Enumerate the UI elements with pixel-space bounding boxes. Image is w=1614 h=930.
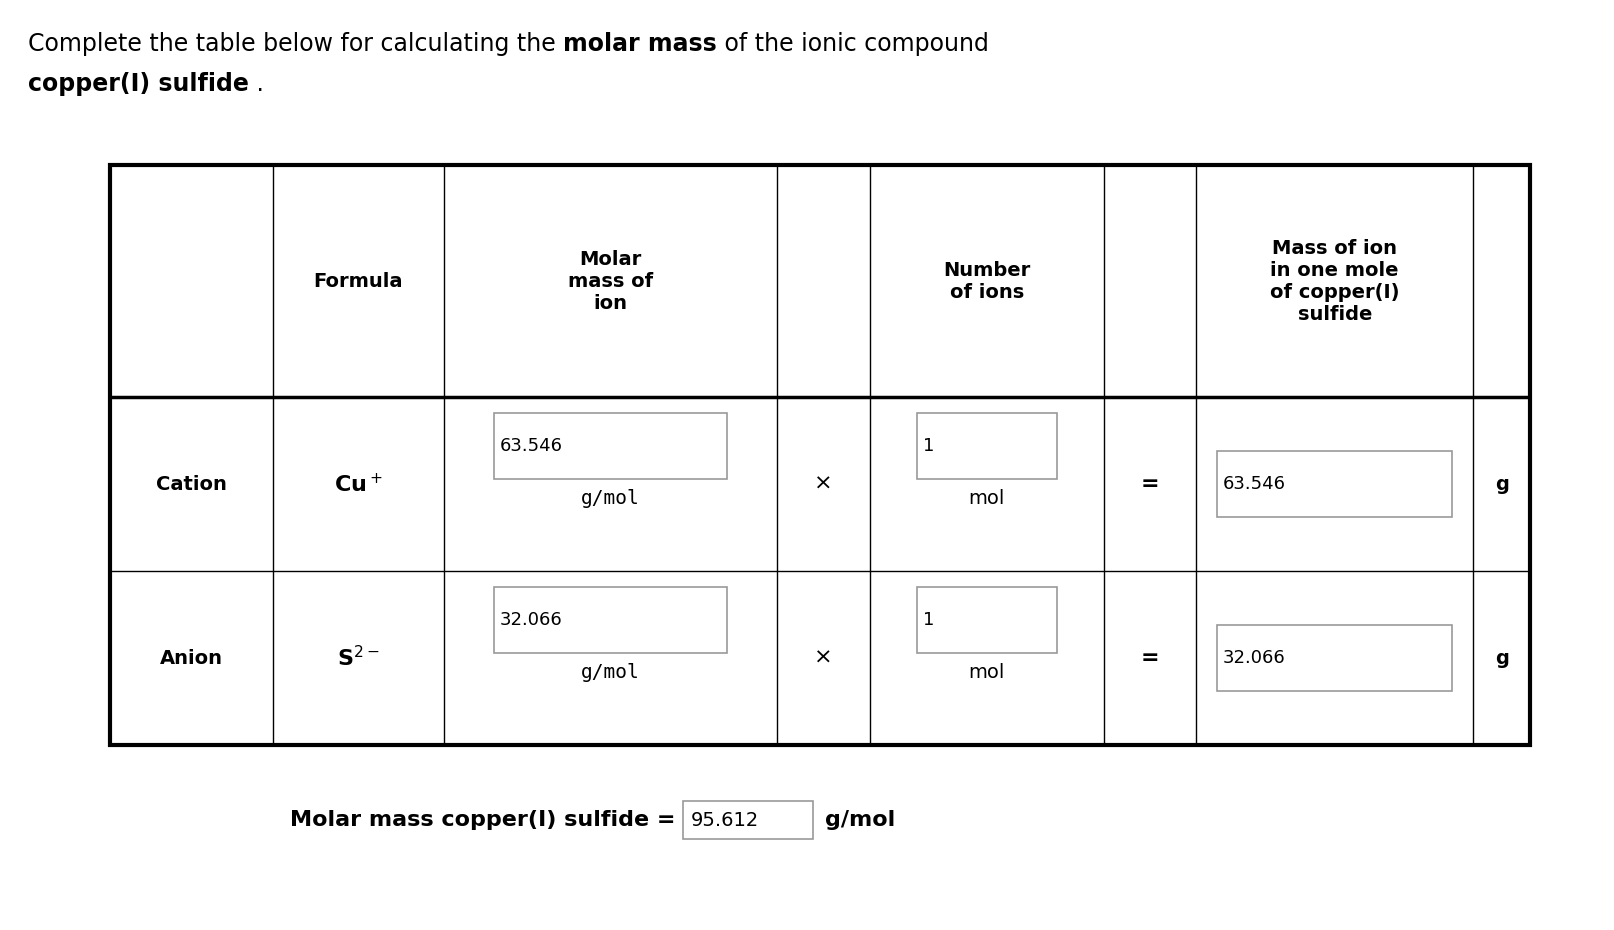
- Text: Complete the table below for calculating the: Complete the table below for calculating…: [27, 32, 563, 56]
- Text: g/mol: g/mol: [581, 663, 639, 683]
- Text: 32.066: 32.066: [499, 611, 562, 629]
- Text: g/mol: g/mol: [581, 489, 639, 508]
- Text: Anion: Anion: [160, 648, 223, 668]
- Text: g: g: [1493, 648, 1507, 668]
- Text: mol: mol: [968, 489, 1004, 508]
- Bar: [1217, 451, 1451, 517]
- Text: S$^{2-}$: S$^{2-}$: [337, 645, 379, 671]
- Text: copper(I) sulfide: copper(I) sulfide: [27, 72, 249, 96]
- Bar: [1217, 625, 1451, 691]
- Bar: [683, 801, 813, 839]
- Text: 95.612: 95.612: [691, 811, 759, 830]
- Text: .: .: [249, 72, 263, 96]
- Text: mol: mol: [968, 663, 1004, 683]
- Text: 32.066: 32.066: [1222, 649, 1285, 667]
- Text: 1: 1: [922, 611, 933, 629]
- Text: ×: ×: [813, 648, 833, 668]
- Text: Cation: Cation: [157, 474, 228, 494]
- Text: Formula: Formula: [313, 272, 404, 290]
- Text: =: =: [1139, 474, 1159, 494]
- Text: 1: 1: [922, 437, 933, 455]
- Text: 63.546: 63.546: [1222, 475, 1285, 493]
- Text: g: g: [1493, 474, 1507, 494]
- Bar: [494, 587, 726, 653]
- Text: Molar
mass of
ion: Molar mass of ion: [568, 249, 652, 312]
- Text: molar mass: molar mass: [563, 32, 717, 56]
- Text: Molar mass copper(I) sulfide =: Molar mass copper(I) sulfide =: [291, 810, 683, 830]
- Text: ×: ×: [813, 474, 833, 494]
- Text: Mass of ion
in one mole
of copper(I)
sulfide: Mass of ion in one mole of copper(I) sul…: [1269, 238, 1399, 324]
- Bar: [917, 587, 1057, 653]
- Text: Number
of ions: Number of ions: [943, 260, 1030, 301]
- Bar: [917, 413, 1057, 479]
- Text: 63.546: 63.546: [499, 437, 562, 455]
- Text: of the ionic compound: of the ionic compound: [717, 32, 988, 56]
- Bar: [494, 413, 726, 479]
- Text: g/mol: g/mol: [825, 810, 894, 830]
- Bar: [110, 165, 1528, 745]
- Text: Cu$^+$: Cu$^+$: [334, 472, 383, 496]
- Text: =: =: [1139, 648, 1159, 668]
